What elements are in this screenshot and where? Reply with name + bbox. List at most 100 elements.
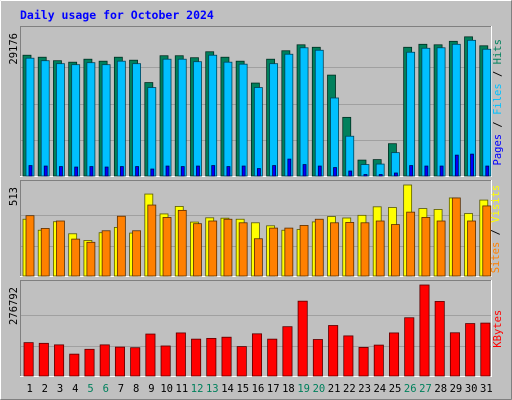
panel-kbytes: 276792 KBytes [8, 280, 504, 377]
legend-separator: / [492, 64, 504, 83]
bar-kbytes-day-9 [145, 333, 156, 377]
bar-sites-day-23 [360, 222, 370, 277]
panel-ymax-label: 276792 [8, 287, 20, 325]
legend-pages: Pages [492, 134, 504, 166]
bar-sites-day-27 [421, 217, 431, 277]
bar-kbytes-day-17 [267, 338, 278, 377]
panel-hits-files-pages: 29176 Pages / Files / Hits [8, 26, 504, 177]
x-tick-label: 4 [72, 383, 78, 395]
x-tick-label: 14 [221, 383, 234, 395]
bar-kbytes-day-19 [297, 300, 308, 377]
bar-sites-day-7 [116, 215, 126, 277]
bar-pages-day-27 [424, 165, 429, 177]
x-tick-label: 2 [42, 383, 48, 395]
bar-kbytes-day-4 [69, 353, 80, 377]
bar-kbytes-day-28 [434, 301, 445, 377]
bar-sites-day-21 [330, 222, 339, 277]
bar-kbytes-day-23 [358, 346, 369, 377]
bar-sites-day-9 [147, 204, 157, 277]
bar-pages-day-15 [241, 165, 246, 177]
bar-kbytes-day-16 [251, 333, 263, 377]
x-tick-label: 12 [191, 383, 204, 395]
bar-sites-day-2 [40, 228, 50, 277]
bar-pages-day-13 [211, 165, 216, 177]
bar-pages-day-9 [150, 168, 155, 177]
bar-pages-day-19 [302, 164, 307, 177]
x-tick-label: 26 [404, 383, 417, 395]
bar-pages-day-1 [28, 165, 33, 177]
bar-pages-day-4 [74, 166, 79, 177]
bar-pages-day-26 [409, 165, 414, 177]
x-tick-label: 29 [450, 383, 463, 395]
bar-files-day-15 [238, 63, 248, 177]
bar-kbytes-day-29 [449, 332, 460, 377]
x-axis-labels: 1 2 3 4 5 6 7 8 9 10 11 12 13 14 15 16 17 18 19 20 21 22 23 24 2… [26, 383, 492, 395]
bar-kbytes-day-30 [465, 323, 476, 377]
x-tick-label: 3 [57, 383, 63, 395]
legend-files: Files [492, 83, 504, 115]
x-tick-label: 6 [103, 383, 109, 395]
bar-pages-day-6 [104, 166, 109, 177]
bar-files-day-6 [101, 64, 111, 177]
bar-pages-day-7 [119, 166, 124, 177]
bar-pages-day-10 [165, 165, 170, 177]
x-tick-label: 24 [373, 383, 386, 395]
x-tick-label: 25 [389, 383, 402, 395]
bar-files-day-2 [40, 60, 50, 177]
bar-files-day-18 [284, 53, 294, 177]
bar-kbytes-day-25 [389, 332, 400, 377]
bar-files-day-11 [177, 58, 187, 177]
bar-files-day-12 [193, 61, 202, 177]
bar-sites-day-12 [193, 223, 202, 277]
bar-pages-day-12 [196, 165, 200, 177]
bar-sites-day-20 [314, 218, 324, 277]
bar-sites-day-11 [177, 209, 187, 277]
x-tick-label: 28 [434, 383, 447, 395]
bar-sites-day-15 [238, 222, 248, 277]
bar-kbytes-day-21 [328, 325, 339, 377]
bar-kbytes-day-13 [206, 337, 217, 377]
bar-sites-day-29 [451, 197, 461, 277]
bar-files-day-25 [391, 152, 400, 177]
bar-files-day-8 [132, 63, 141, 177]
bar-kbytes-day-10 [160, 345, 171, 377]
bar-kbytes-day-20 [312, 339, 323, 377]
bar-kbytes-day-1 [23, 342, 34, 377]
bar-files-day-1 [25, 57, 35, 177]
bar-pages-day-11 [180, 166, 185, 177]
legend-separator: / [492, 115, 504, 134]
bar-kbytes-day-8 [130, 347, 141, 377]
bar-sites-day-31 [482, 205, 492, 277]
bar-files-day-7 [116, 60, 126, 177]
bar-sites-day-28 [436, 220, 446, 277]
bar-files-day-28 [436, 47, 446, 177]
bar-files-day-31 [482, 48, 492, 177]
bar-pages-day-21 [333, 167, 337, 177]
bar-pages-day-16 [256, 168, 261, 177]
x-tick-label: 17 [267, 383, 280, 395]
panel-side-label: Sites / Visits [490, 185, 502, 274]
bar-kbytes-day-6 [99, 344, 110, 377]
x-tick-label: 8 [133, 383, 139, 395]
x-tick-label: 20 [313, 383, 326, 395]
bar-sites-day-3 [56, 220, 65, 277]
bar-pages-day-25 [394, 172, 398, 177]
bar-sites-day-13 [208, 220, 218, 277]
bar-kbytes-day-22 [343, 335, 354, 377]
panel-side-label: Pages / Files / Hits [492, 39, 504, 165]
bar-pages-day-23 [363, 174, 368, 177]
bar-pages-day-3 [59, 166, 63, 177]
x-tick-label: 31 [480, 383, 493, 395]
panel-side-label: KBytes [492, 310, 504, 348]
legend-kbytes: KBytes [492, 310, 504, 348]
x-tick-label: 30 [465, 383, 478, 395]
bar-kbytes-day-11 [175, 332, 186, 377]
bar-pages-day-5 [89, 166, 94, 177]
bar-files-day-3 [56, 63, 65, 177]
bar-kbytes-day-5 [84, 348, 95, 377]
bar-sites-day-26 [406, 211, 416, 277]
bar-sites-day-17 [269, 227, 279, 277]
bar-kbytes-day-24 [373, 344, 384, 377]
legend-sites: Sites [490, 242, 502, 274]
bar-kbytes-day-31 [480, 322, 491, 377]
